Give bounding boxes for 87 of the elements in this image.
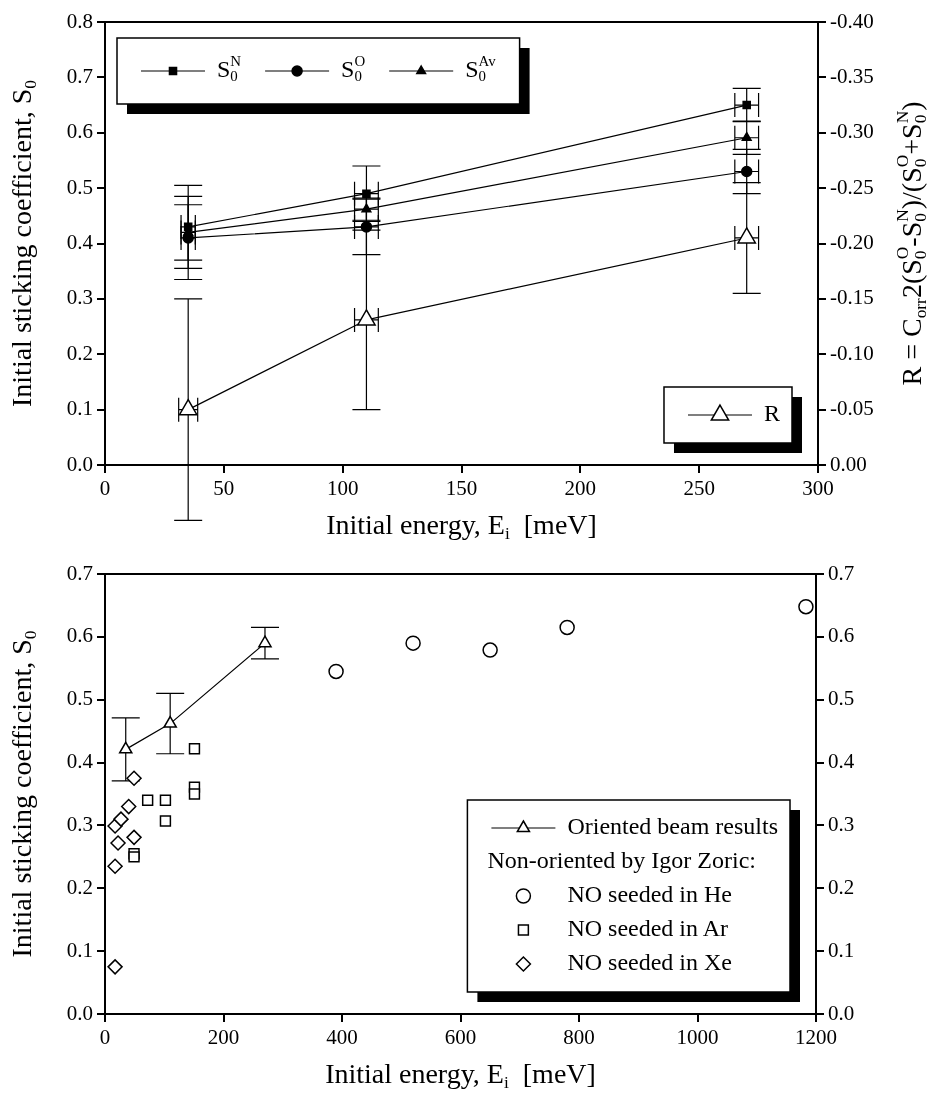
y-tick-label: 0.7 [66,63,93,88]
point [482,642,498,658]
y-tick-label: 0.2 [66,874,93,899]
point [159,815,172,827]
y-tick-label: 0.5 [66,686,93,711]
y2-tick-label: -0.15 [830,285,874,310]
point [559,619,575,636]
point [110,835,126,851]
point [360,221,373,233]
x-tick-label: 150 [445,476,478,501]
x-tick-label: 200 [207,1025,240,1050]
point [118,741,133,754]
legend-label: R [763,400,781,427]
y-tick-label: 0.1 [66,937,93,962]
point [126,770,142,787]
y-tick-label: 0.6 [66,623,93,648]
y-tick-label: 0.0 [66,451,93,476]
y2-tick-label: -0.40 [830,8,874,33]
point [113,811,129,827]
x-tick-label: 300 [802,476,834,501]
y-axis-title: Initial sticking coefficient, S0 [6,630,40,958]
legend-title: Non-oriented by Igor Zoric: [487,847,756,874]
x-tick-label: 600 [444,1025,477,1050]
x-tick-label: 0 [99,1025,111,1050]
point [188,788,201,800]
y2-tick-label: 0.5 [828,686,855,711]
point [742,100,751,110]
point [188,743,201,755]
legend-label: NO seeded in He [567,881,733,908]
point [126,829,142,846]
point [361,203,372,213]
y-tick-label: 0.1 [66,396,93,421]
y-tick-label: 0.2 [66,340,93,365]
y-tick-label: 0.0 [66,1000,93,1025]
y2-tick-label: 0.6 [828,623,855,648]
point [798,598,814,615]
y2-tick-label: 0.3 [828,811,855,836]
x-tick-label: 100 [326,476,359,501]
y-tick-label: 0.6 [66,119,93,144]
x-tick-label: 50 [213,476,235,501]
y-tick-label: 0.4 [66,749,94,774]
y2-tick-label: -0.20 [830,230,874,255]
point [183,222,193,232]
y-tick-label: 0.7 [66,560,93,585]
legend-label: NO seeded in Ar [567,915,729,942]
point [141,794,154,806]
y-axis-title: Initial sticking coefficient, S0 [6,79,40,407]
text: R = Corr2(SO0-SN0)/(SO0+SN0) [892,101,930,386]
y2-tick-label: -0.30 [830,119,874,144]
point [328,663,344,680]
y-tick-label: 0.5 [66,174,93,199]
x-tick-label: 1000 [676,1025,719,1050]
legend-label: NO seeded in Xe [567,949,733,976]
point [159,794,172,806]
x-tick-label: 250 [683,476,715,501]
x-tick-label: 200 [564,476,597,501]
legend-label: Oriented beam results [567,813,779,840]
y-tick-label: 0.4 [66,230,94,255]
y2-tick-label: -0.25 [830,174,874,199]
point [120,798,137,815]
y2-tick-label: -0.10 [830,340,874,365]
point [258,635,272,648]
point [107,858,123,875]
point [405,635,421,651]
y2-tick-label: 0.0 [828,1000,855,1025]
y-tick-label: 0.3 [66,811,93,836]
y2-tick-label: -0.05 [830,396,874,421]
point [741,131,752,141]
x-tick-label: 400 [326,1025,358,1050]
x-tick-label: 800 [563,1025,595,1050]
y2-tick-label: 0.00 [830,451,867,476]
y2-tick-label: 0.4 [828,749,855,774]
y2-tick-label: 0.2 [828,874,855,899]
y-tick-label: 0.8 [66,8,93,33]
point [163,715,177,728]
point [740,165,753,178]
x-tick-label: 0 [99,476,111,501]
y2-tick-label: 0.1 [828,937,855,962]
y2-tick-label: -0.35 [830,63,874,88]
point [362,189,371,198]
point [107,959,123,975]
point [357,309,376,326]
y-tick-label: 0.3 [66,285,93,310]
point [737,227,757,244]
x-tick-label: 1200 [795,1025,837,1050]
point [178,398,198,416]
y2-tick-label: 0.7 [828,560,855,585]
